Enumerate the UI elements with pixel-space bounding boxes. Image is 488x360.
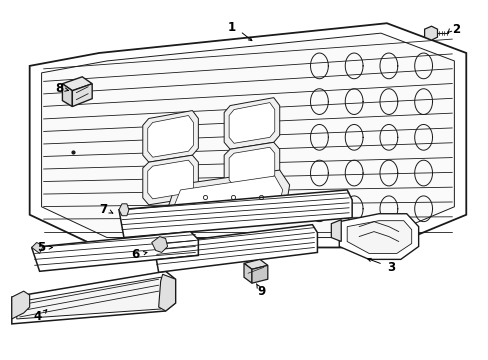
Text: 8: 8: [55, 82, 63, 95]
Polygon shape: [12, 271, 175, 324]
Polygon shape: [147, 160, 193, 199]
Polygon shape: [244, 260, 267, 269]
Polygon shape: [229, 147, 274, 186]
Polygon shape: [32, 243, 43, 253]
Polygon shape: [224, 98, 279, 149]
Polygon shape: [346, 221, 411, 253]
Text: 6: 6: [131, 248, 140, 261]
Text: 3: 3: [386, 261, 394, 274]
Text: 1: 1: [227, 21, 236, 34]
Polygon shape: [62, 84, 72, 107]
Polygon shape: [62, 77, 92, 91]
Polygon shape: [165, 170, 289, 230]
Text: 9: 9: [257, 285, 265, 298]
Polygon shape: [244, 264, 251, 283]
Text: 2: 2: [451, 23, 460, 36]
Polygon shape: [72, 84, 92, 107]
Polygon shape: [119, 190, 351, 238]
Polygon shape: [119, 204, 129, 216]
Polygon shape: [30, 23, 466, 247]
Polygon shape: [12, 291, 30, 319]
Polygon shape: [251, 265, 267, 283]
Polygon shape: [153, 225, 317, 272]
Polygon shape: [151, 237, 167, 252]
Text: 4: 4: [33, 310, 41, 323]
Polygon shape: [224, 142, 279, 192]
Polygon shape: [424, 26, 437, 40]
Polygon shape: [147, 116, 193, 157]
Polygon shape: [172, 176, 282, 224]
Polygon shape: [41, 33, 453, 238]
Polygon shape: [17, 277, 168, 319]
Polygon shape: [331, 220, 341, 242]
Polygon shape: [339, 214, 418, 260]
Polygon shape: [32, 231, 198, 271]
Polygon shape: [142, 111, 198, 162]
Text: 7: 7: [99, 203, 107, 216]
Polygon shape: [158, 274, 175, 311]
Polygon shape: [142, 155, 198, 205]
Text: 5: 5: [38, 241, 45, 254]
Polygon shape: [229, 103, 274, 143]
